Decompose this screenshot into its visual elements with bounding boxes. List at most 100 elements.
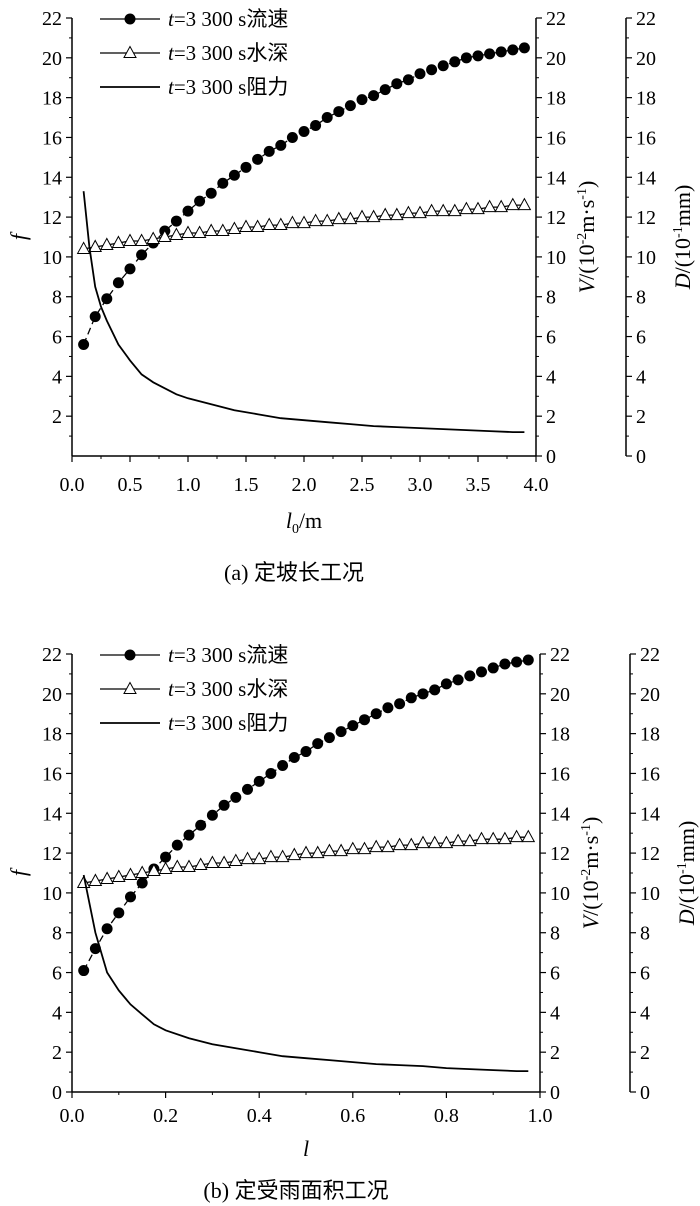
d-tick-label: 16 <box>640 763 660 785</box>
data-point <box>275 849 290 863</box>
v-tick-label: 8 <box>546 287 556 309</box>
data-point <box>452 674 464 686</box>
d-tick-label: 14 <box>636 167 656 189</box>
data-point <box>298 125 310 137</box>
legend-marker <box>124 649 136 661</box>
data-point <box>99 237 114 250</box>
series-line <box>82 874 529 1072</box>
d-tick-label: 20 <box>636 48 656 70</box>
d-tick-label: 22 <box>640 644 660 666</box>
data-point <box>359 714 370 726</box>
data-point <box>426 64 438 76</box>
v-tick-label: 8 <box>550 923 560 945</box>
data-point <box>192 225 207 239</box>
data-point <box>462 833 477 847</box>
data-point <box>101 923 113 935</box>
data-point <box>265 767 277 779</box>
d-tick-label: 12 <box>636 207 656 229</box>
data-point <box>250 219 265 233</box>
data-point <box>447 203 462 217</box>
data-point <box>404 837 419 851</box>
data-point <box>321 112 333 124</box>
d-tick-label: 0 <box>640 1082 650 1104</box>
data-point <box>171 839 183 851</box>
data-point <box>264 849 278 863</box>
data-point <box>471 201 485 215</box>
data-point <box>427 835 442 849</box>
d-tick-label: 8 <box>636 287 646 309</box>
series-2 <box>82 874 529 1072</box>
data-point <box>414 68 426 80</box>
data-point <box>440 678 452 690</box>
data-point <box>300 746 312 758</box>
data-point <box>522 654 534 666</box>
data-point <box>111 869 126 882</box>
data-point <box>78 339 90 351</box>
data-point <box>335 726 347 738</box>
d-tick-label: 10 <box>636 247 656 269</box>
data-point <box>451 833 465 847</box>
data-point <box>215 223 230 237</box>
y-tick-label: 20 <box>42 684 62 706</box>
data-point <box>320 213 335 227</box>
d-tick-label: 4 <box>640 1002 650 1024</box>
legend-label: t=3 300 s流速 <box>168 7 288 31</box>
data-point <box>230 791 242 803</box>
data-point <box>331 211 346 225</box>
data-point <box>297 215 311 229</box>
data-point <box>355 209 369 223</box>
data-point <box>194 195 206 207</box>
data-point <box>170 859 185 873</box>
data-point <box>124 263 136 275</box>
v-tick-label: 4 <box>550 1002 560 1024</box>
x-tick-label: 0.0 <box>60 1105 85 1127</box>
data-point <box>368 90 380 102</box>
legend-label: t=3 300 s流速 <box>168 643 288 667</box>
data-point <box>136 249 148 261</box>
data-point <box>357 841 372 855</box>
data-point <box>308 213 323 227</box>
y-tick-label: 22 <box>42 8 62 30</box>
y-tick-label: 10 <box>42 247 62 269</box>
v-tick-label: 16 <box>546 127 566 149</box>
data-point <box>474 831 489 845</box>
data-point <box>499 658 511 670</box>
data-point <box>240 851 255 865</box>
data-point <box>323 732 335 744</box>
data-point <box>356 94 368 106</box>
y-tick-label: 10 <box>42 883 62 905</box>
series-0 <box>78 654 534 977</box>
data-point <box>392 837 407 851</box>
data-point <box>100 871 114 884</box>
v-tick-label: 16 <box>550 763 570 785</box>
y-tick-label: 20 <box>42 48 62 70</box>
data-point <box>277 759 289 771</box>
data-point <box>436 203 451 217</box>
data-point <box>378 207 393 221</box>
data-point <box>123 233 137 246</box>
v-tick-label: 20 <box>546 48 566 70</box>
y-tick-label: 6 <box>52 963 62 985</box>
data-point <box>285 215 300 229</box>
x-tick-label: 0.6 <box>340 1105 365 1127</box>
y-tick-label: 4 <box>52 1002 62 1024</box>
data-point <box>505 197 520 211</box>
y-tick-label: 2 <box>52 406 62 428</box>
data-point <box>494 199 509 213</box>
data-point <box>498 831 512 845</box>
data-point <box>310 120 322 132</box>
data-point <box>217 855 231 869</box>
data-point <box>511 656 523 668</box>
data-point <box>389 207 404 221</box>
y-tick-label: 14 <box>42 803 62 825</box>
legend-label: t=3 300 s阻力 <box>168 75 288 99</box>
data-point <box>157 229 172 242</box>
data-point <box>343 211 358 225</box>
data-point <box>195 819 207 831</box>
legend-marker <box>123 681 137 694</box>
data-point <box>182 205 194 217</box>
data-point <box>344 100 356 112</box>
data-point <box>495 46 507 58</box>
series-0 <box>78 42 530 351</box>
data-point <box>193 857 208 871</box>
